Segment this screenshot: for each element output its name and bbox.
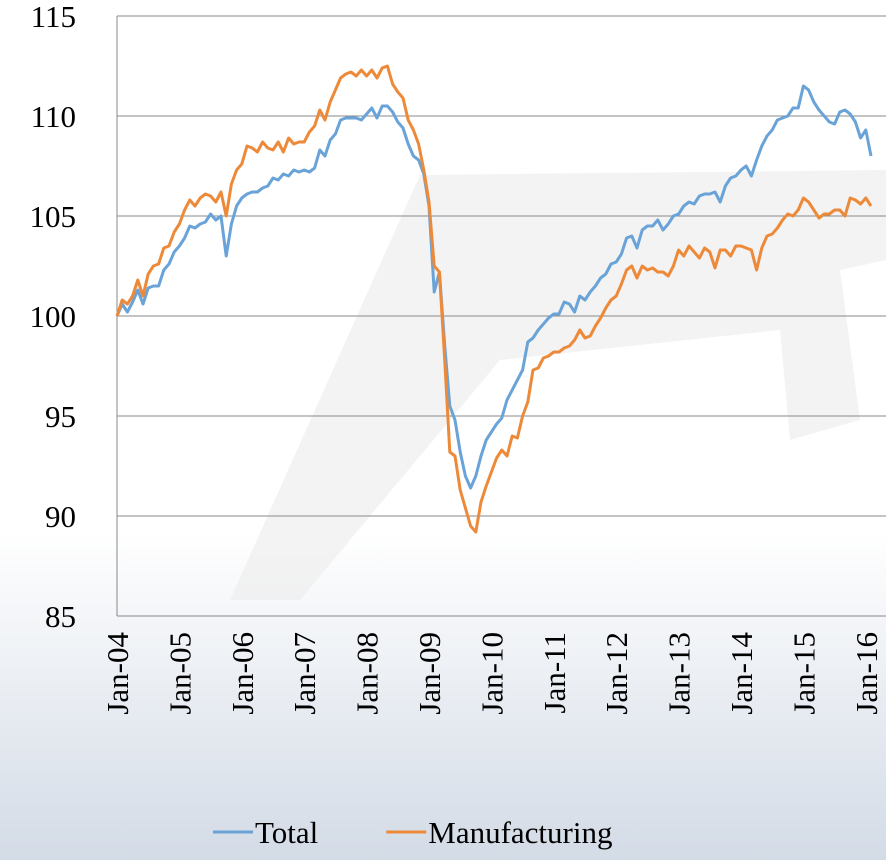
y-tick-label: 105 (30, 199, 77, 234)
chart: 85 90 95 100 105 110 115 Jan-04 Jan-05 Jan-06 Jan-… (0, 0, 886, 860)
x-tick-label: Jan-04 (100, 632, 135, 715)
y-tick-label: 85 (45, 599, 76, 634)
legend-label: Manufacturing (428, 815, 612, 850)
x-tick-label: Jan-08 (350, 632, 385, 715)
x-tick-label: Jan-14 (724, 632, 759, 715)
y-tick-label: 115 (31, 0, 76, 34)
y-tick-label: 90 (45, 499, 76, 534)
page: 85 90 95 100 105 110 115 Jan-04 Jan-05 Jan-06 Jan-… (0, 0, 886, 860)
y-tick-label: 95 (45, 399, 76, 434)
x-tick-label: Jan-10 (474, 632, 509, 715)
x-tick-label: Jan-16 (849, 632, 884, 715)
x-tick-label: Jan-15 (786, 632, 821, 715)
legend-label: Total (255, 815, 318, 850)
y-tick-label: 100 (30, 299, 77, 334)
background (0, 0, 886, 860)
x-tick-label: Jan-06 (225, 632, 260, 715)
x-tick-label: Jan-09 (412, 632, 447, 715)
x-tick-label: Jan-12 (599, 632, 634, 715)
y-tick-label: 110 (31, 99, 76, 134)
x-tick-label: Jan-05 (162, 632, 197, 715)
x-tick-label: Jan-13 (662, 632, 697, 715)
x-tick-label: Jan-07 (287, 632, 322, 715)
x-tick-label: Jan-11 (537, 632, 572, 714)
